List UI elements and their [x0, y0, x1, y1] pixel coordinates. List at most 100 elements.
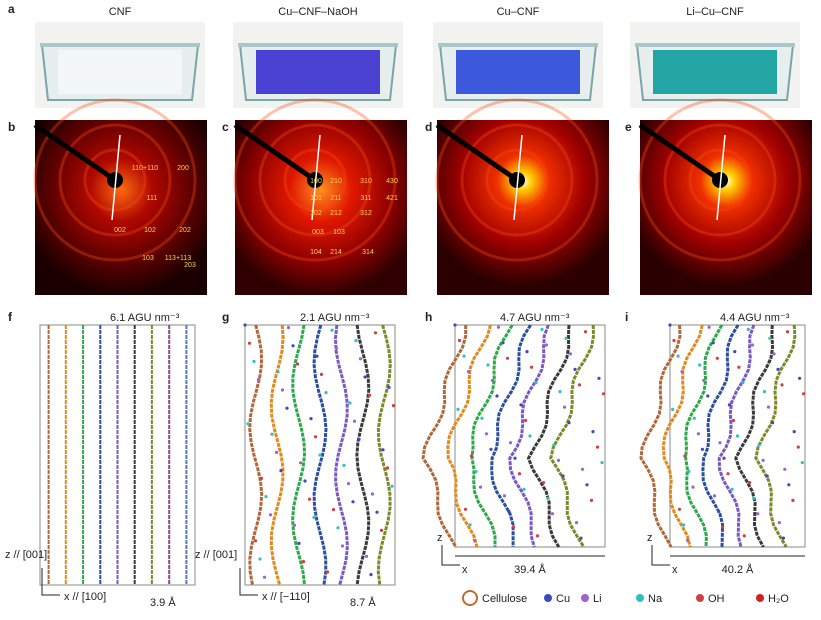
ion	[721, 525, 725, 529]
reflection-label: 430	[386, 178, 398, 185]
reflection-label: 110+110	[132, 165, 159, 172]
ion	[766, 405, 771, 409]
ion	[462, 354, 466, 358]
ion	[259, 476, 264, 480]
ion	[534, 381, 538, 385]
arrow	[311, 134, 321, 221]
ion	[505, 356, 510, 360]
axis-z: z // [001]	[5, 549, 47, 561]
ion	[746, 327, 750, 331]
legend-swatch	[756, 594, 764, 602]
reflection-label: 113+113	[165, 255, 192, 262]
ion	[319, 372, 324, 376]
cellulose-chain	[490, 324, 532, 547]
ion	[330, 328, 334, 332]
ion	[363, 375, 367, 379]
ion	[387, 385, 391, 389]
ion	[535, 534, 540, 538]
ion	[309, 417, 313, 421]
ion	[318, 453, 322, 457]
ion	[726, 472, 730, 476]
ion	[595, 445, 600, 449]
diffraction-pattern	[437, 120, 609, 295]
ion	[792, 430, 796, 434]
panel-label: b	[8, 120, 15, 134]
ion	[676, 354, 680, 358]
ion	[456, 407, 460, 411]
ion	[741, 381, 745, 385]
ion	[279, 469, 283, 473]
reflection-label: 101	[310, 195, 322, 202]
ion	[561, 474, 565, 478]
ion	[591, 430, 595, 434]
ion	[562, 405, 567, 409]
legend-swatch	[544, 594, 552, 602]
legend-swatch	[581, 594, 589, 602]
ion	[802, 392, 806, 396]
ion	[469, 454, 474, 458]
ion	[325, 570, 330, 574]
ring	[58, 123, 172, 237]
ion	[519, 403, 523, 407]
ion	[550, 512, 555, 516]
ion	[540, 327, 544, 331]
arrow	[716, 134, 726, 221]
ion	[601, 392, 606, 396]
ion	[785, 330, 790, 334]
ring	[283, 148, 347, 212]
ion	[268, 513, 273, 517]
arrow	[111, 134, 121, 221]
ion	[523, 418, 528, 423]
spacing: 8.7 Å	[350, 596, 376, 609]
ion	[691, 485, 695, 489]
panel-label: d	[425, 120, 432, 134]
reflection-label: 203	[184, 262, 196, 269]
ion	[352, 419, 357, 423]
cellulose-chain	[248, 324, 264, 586]
ion	[312, 515, 316, 520]
ion	[468, 523, 472, 527]
ion	[256, 378, 261, 382]
ion	[358, 357, 363, 361]
ion	[375, 510, 379, 514]
axis-x: x // [−110]	[262, 591, 310, 603]
panel-label: e	[625, 120, 632, 134]
axis-x: x	[672, 564, 678, 576]
cellulose-chain	[717, 324, 756, 548]
ion	[324, 391, 328, 395]
reflection-label: 102	[310, 210, 322, 217]
cellulose-chain	[508, 324, 550, 548]
ion	[351, 500, 355, 504]
ion	[552, 443, 556, 447]
cellulose-chain	[754, 324, 797, 548]
ion	[381, 448, 385, 452]
ring	[638, 98, 802, 262]
ion	[280, 388, 285, 392]
ion	[585, 483, 589, 487]
ion	[564, 336, 568, 340]
ion	[541, 481, 546, 485]
ion	[737, 365, 741, 369]
ion	[681, 523, 686, 527]
ion	[683, 454, 687, 458]
ion	[336, 526, 340, 530]
ion	[253, 539, 258, 543]
ion	[748, 481, 752, 485]
legend-label: Cellulose	[482, 593, 527, 605]
ion	[574, 521, 579, 525]
ring	[663, 123, 777, 237]
ion	[285, 406, 289, 410]
reflection-label: 103	[333, 229, 345, 236]
ion	[556, 458, 561, 462]
ion	[496, 325, 501, 329]
ion	[777, 521, 782, 525]
ion	[379, 528, 384, 533]
ion	[761, 458, 765, 462]
ion	[243, 323, 247, 327]
reflection-label: 211	[330, 195, 341, 202]
ion	[567, 421, 571, 425]
reflection-label: 314	[362, 249, 374, 256]
ion	[568, 352, 573, 356]
ion	[370, 492, 375, 496]
